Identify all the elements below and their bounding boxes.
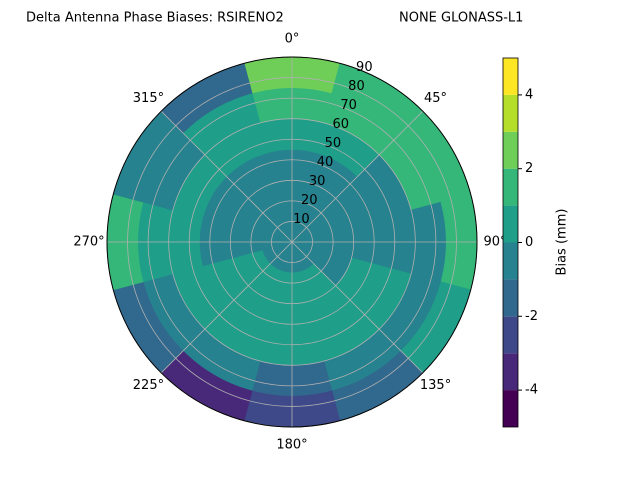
grid-spoke [160,110,293,243]
grid-spoke [291,110,424,243]
colorbar-tick-label: 2 [525,161,533,176]
theta-tick-label: 180° [276,438,307,453]
colorbar-tick-label: -4 [525,383,538,398]
colorbar-bin [503,131,518,169]
r-tick-label: 20 [301,193,318,208]
colorbar-bin [503,390,518,427]
colorbar-label: Bias (mm) [555,209,570,276]
theta-tick-label: 45° [424,91,447,106]
theta-tick-label: 0° [285,32,300,47]
grid-spoke [160,241,293,374]
colorbar-bin [503,58,518,95]
chart-subtitle: NONE GLONASS-L1 [399,11,523,26]
colorbar-bin [503,94,518,132]
grid-spoke [291,241,424,374]
r-tick-label: 50 [325,136,342,151]
r-tick-label: 90 [356,60,373,75]
colorbar-tick-label: 4 [525,87,533,102]
r-tick-label: 40 [317,155,334,170]
theta-tick-label: 135° [420,378,451,393]
r-tick-label: 70 [340,98,357,113]
colorbar-bin [503,353,518,391]
theta-tick-label: 90° [483,235,506,250]
colorbar-tick-label: -2 [525,309,538,324]
theta-tick-label: 315° [133,91,164,106]
r-tick-label: 30 [309,174,326,189]
colorbar-bin [503,279,518,317]
r-tick-label: 60 [332,117,349,132]
colorbar-bin [503,316,518,354]
chart-title: Delta Antenna Phase Biases: RSIRENO2 [26,11,284,26]
r-tick-label: 80 [348,79,365,94]
theta-tick-label: 225° [133,378,164,393]
theta-tick-label: 270° [73,235,104,250]
colorbar-bin [503,242,518,280]
colorbar-tick-label: 0 [525,235,533,250]
colorbar-bin [503,205,518,243]
r-tick-label: 10 [293,212,310,227]
colorbar-bin [503,168,518,206]
polar-frame [106,56,478,428]
